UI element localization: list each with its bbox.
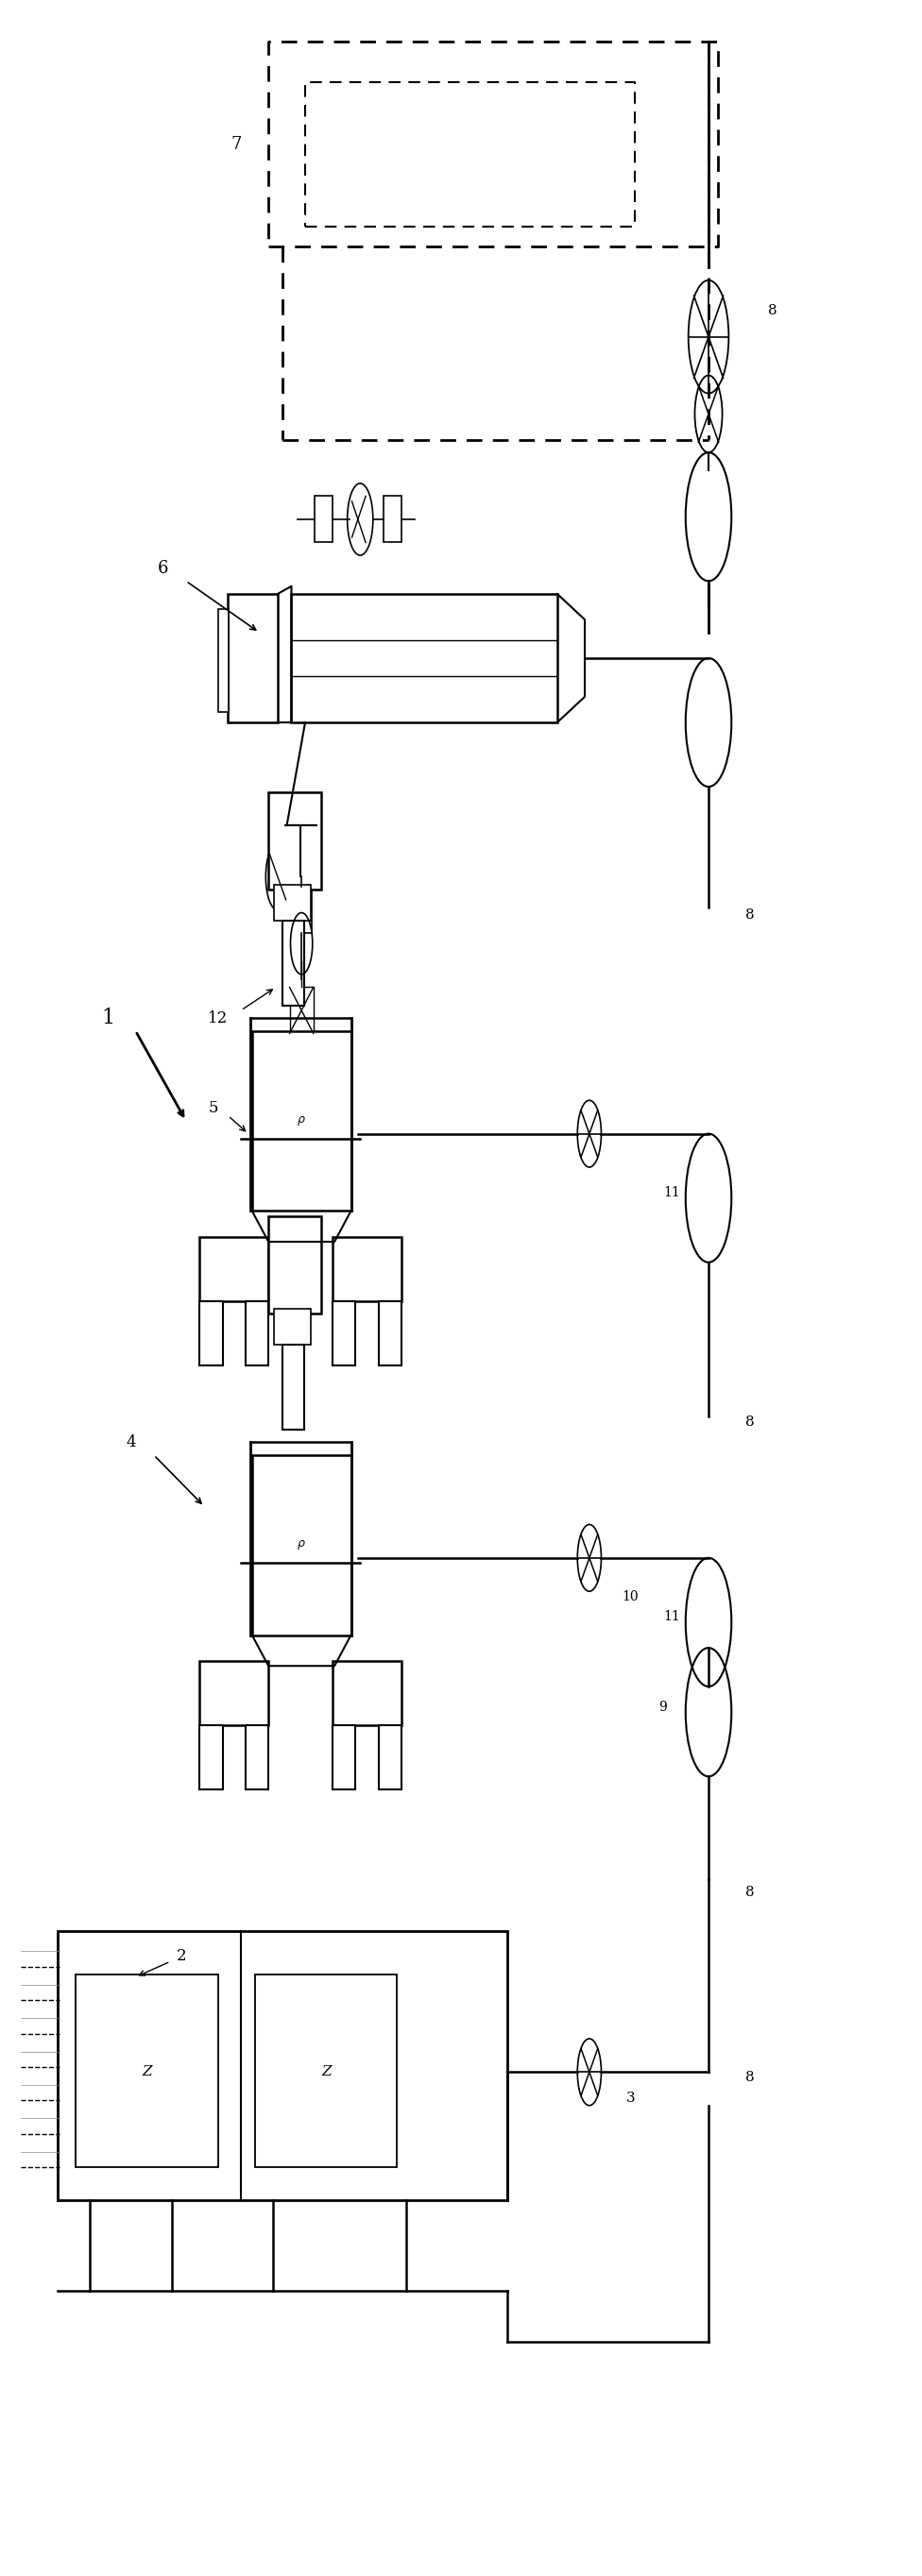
Bar (291, 886, 312, 933)
Text: 1: 1 (101, 1007, 114, 1028)
Bar (274, 1309, 311, 1345)
Text: 8: 8 (768, 304, 777, 317)
Text: Z: Z (143, 2066, 152, 2079)
Bar (379, 1726, 401, 1790)
Text: 9: 9 (658, 1700, 667, 1713)
Text: 10: 10 (622, 1589, 639, 1602)
Bar (245, 1726, 268, 1790)
Bar (76, 1973, 219, 2166)
Text: 8: 8 (745, 1414, 754, 1427)
Bar (268, 1216, 322, 1314)
Text: 11: 11 (664, 1188, 680, 1200)
Bar (227, 595, 278, 721)
Bar (200, 1236, 268, 1301)
Bar (252, 1455, 351, 1636)
Text: 6: 6 (158, 559, 169, 577)
Bar (314, 497, 333, 544)
Text: 11: 11 (664, 1610, 680, 1623)
Bar (379, 1301, 401, 1365)
Bar (219, 611, 229, 711)
Bar (58, 1929, 507, 2200)
Bar (254, 1973, 396, 2166)
Text: 8: 8 (745, 2071, 754, 2084)
Text: 8: 8 (745, 909, 754, 922)
Text: $\rho$: $\rho$ (297, 1115, 306, 1128)
Text: 8: 8 (745, 1886, 754, 1899)
Bar (200, 1662, 268, 1726)
Text: 12: 12 (208, 1010, 228, 1025)
Bar (282, 920, 304, 1005)
Text: 2: 2 (176, 1947, 186, 1965)
Bar (333, 1662, 401, 1726)
Bar (252, 1030, 351, 1211)
Bar (383, 497, 401, 544)
Bar (333, 1726, 356, 1790)
Bar (274, 884, 311, 920)
Text: $\rho$: $\rho$ (297, 1538, 306, 1551)
Bar (291, 595, 557, 721)
Bar (200, 1301, 222, 1365)
Text: 4: 4 (126, 1435, 136, 1450)
Bar (268, 791, 322, 889)
Bar (245, 1301, 268, 1365)
Text: 3: 3 (626, 2092, 635, 2105)
Text: 5: 5 (208, 1100, 219, 1115)
Bar (282, 1345, 304, 1430)
Bar (333, 1236, 401, 1301)
Text: 7: 7 (231, 137, 242, 152)
Bar (200, 1726, 222, 1790)
Text: Z: Z (321, 2066, 331, 2079)
Bar (333, 1301, 356, 1365)
Bar (290, 987, 313, 1033)
